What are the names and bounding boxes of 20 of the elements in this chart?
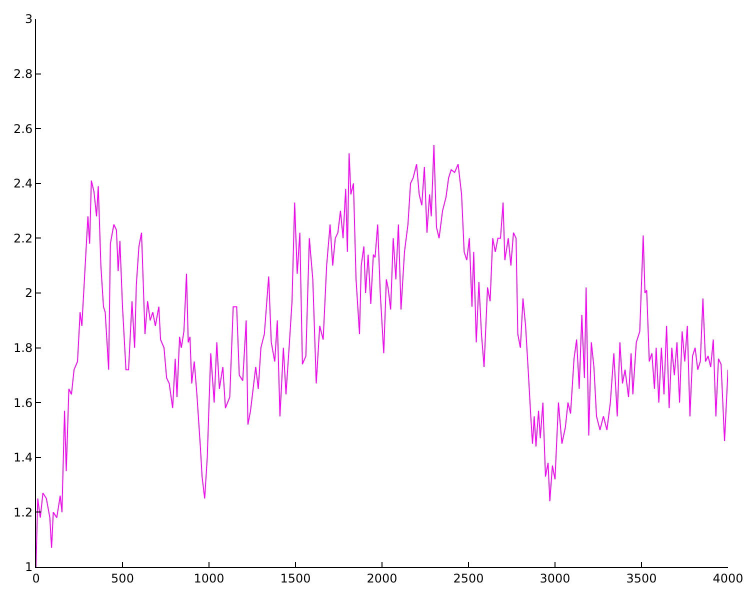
y-tick-label: 3 [24,12,33,26]
y-tick-label: 2.2 [14,231,33,246]
x-tick-label: 4000 [712,571,744,586]
x-tick-label: 500 [111,571,134,586]
y-tick-label: 1.2 [14,505,33,520]
x-tick-label: 1000 [194,571,224,586]
y-tick-label: 2.6 [14,122,33,136]
x-tick-label: 2000 [366,571,398,586]
x-tick-label: 2500 [453,571,484,586]
y-tick-label: 2.8 [14,67,33,81]
x-tick-label: 0 [32,571,40,586]
y-tick-label: 1.6 [14,396,33,410]
x-tick-label: 3000 [540,571,570,586]
y-tick-label: 2.4 [14,176,33,191]
y-tick-label: 1 [24,560,33,574]
y-tick-label: 1.8 [14,341,33,355]
x-tick-label: 1500 [280,571,311,586]
x-tick-label: 3500 [626,571,657,586]
y-tick-label: 2 [24,286,33,300]
y-tick-label: 1.4 [14,450,33,465]
